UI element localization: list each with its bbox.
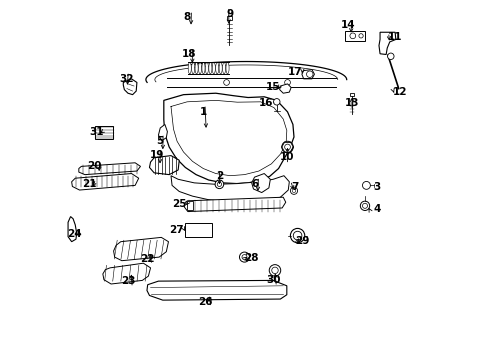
- Bar: [185, 223, 212, 237]
- Circle shape: [290, 187, 297, 194]
- Ellipse shape: [188, 62, 191, 74]
- Text: 4: 4: [373, 204, 380, 214]
- Circle shape: [284, 80, 290, 85]
- Ellipse shape: [191, 62, 194, 74]
- Text: 29: 29: [294, 236, 308, 246]
- Ellipse shape: [306, 71, 312, 77]
- Circle shape: [223, 80, 229, 85]
- Circle shape: [387, 53, 393, 59]
- Text: 24: 24: [67, 229, 81, 239]
- Circle shape: [281, 141, 293, 153]
- Text: 8: 8: [183, 12, 190, 22]
- Circle shape: [290, 228, 304, 243]
- Bar: [94, 126, 113, 139]
- Circle shape: [284, 144, 290, 150]
- Text: 27: 27: [169, 225, 183, 235]
- Text: 26: 26: [198, 297, 212, 307]
- Circle shape: [217, 182, 221, 186]
- Circle shape: [362, 203, 367, 208]
- Text: 14: 14: [341, 20, 355, 30]
- Polygon shape: [158, 125, 167, 140]
- Circle shape: [269, 265, 280, 276]
- Polygon shape: [102, 263, 150, 284]
- Circle shape: [349, 33, 355, 39]
- Ellipse shape: [219, 62, 222, 74]
- Text: 15: 15: [265, 82, 280, 92]
- Text: 7: 7: [290, 182, 298, 192]
- Polygon shape: [378, 32, 395, 54]
- Polygon shape: [113, 237, 168, 261]
- Circle shape: [358, 34, 363, 38]
- Circle shape: [293, 231, 301, 240]
- Circle shape: [273, 99, 280, 105]
- Text: 20: 20: [86, 161, 101, 171]
- Ellipse shape: [205, 62, 208, 74]
- Text: 10: 10: [280, 152, 294, 162]
- Polygon shape: [163, 93, 293, 184]
- Bar: [227, 16, 231, 20]
- Polygon shape: [301, 69, 314, 79]
- Polygon shape: [184, 197, 285, 212]
- Text: 12: 12: [392, 87, 407, 97]
- Circle shape: [239, 252, 249, 262]
- Text: 11: 11: [387, 32, 402, 41]
- Text: 30: 30: [265, 275, 280, 285]
- Text: 28: 28: [244, 253, 258, 263]
- Ellipse shape: [198, 62, 201, 74]
- Text: 6: 6: [251, 179, 258, 189]
- Bar: [186, 201, 193, 210]
- Circle shape: [362, 181, 369, 189]
- Circle shape: [215, 180, 223, 189]
- Polygon shape: [147, 280, 286, 300]
- Polygon shape: [79, 163, 140, 175]
- Text: 21: 21: [82, 179, 97, 189]
- Circle shape: [360, 201, 369, 211]
- Text: 32: 32: [119, 74, 133, 84]
- Text: 17: 17: [287, 67, 302, 77]
- Ellipse shape: [212, 62, 215, 74]
- Text: 19: 19: [149, 150, 163, 160]
- Text: 22: 22: [140, 254, 154, 264]
- Bar: [349, 93, 353, 96]
- Text: 3: 3: [373, 182, 380, 192]
- Text: 25: 25: [172, 199, 186, 210]
- Text: 23: 23: [121, 276, 135, 286]
- Bar: [344, 31, 365, 41]
- Polygon shape: [123, 79, 137, 95]
- Polygon shape: [279, 84, 290, 93]
- Text: 5: 5: [156, 136, 163, 145]
- Text: 16: 16: [258, 98, 273, 108]
- Text: 1: 1: [199, 107, 206, 117]
- Polygon shape: [72, 174, 139, 190]
- Text: 2: 2: [215, 171, 223, 181]
- Polygon shape: [149, 156, 179, 175]
- Ellipse shape: [215, 62, 218, 74]
- Polygon shape: [68, 217, 77, 242]
- Circle shape: [292, 189, 295, 193]
- Circle shape: [242, 255, 246, 260]
- Ellipse shape: [222, 62, 225, 74]
- Polygon shape: [171, 176, 289, 202]
- Ellipse shape: [195, 62, 198, 74]
- Ellipse shape: [225, 62, 228, 74]
- Circle shape: [271, 267, 278, 274]
- Text: 9: 9: [226, 9, 233, 19]
- Ellipse shape: [202, 62, 204, 74]
- Text: 18: 18: [182, 49, 196, 59]
- Ellipse shape: [208, 62, 211, 74]
- Text: 31: 31: [89, 127, 104, 136]
- Polygon shape: [251, 174, 270, 193]
- Text: 13: 13: [344, 98, 359, 108]
